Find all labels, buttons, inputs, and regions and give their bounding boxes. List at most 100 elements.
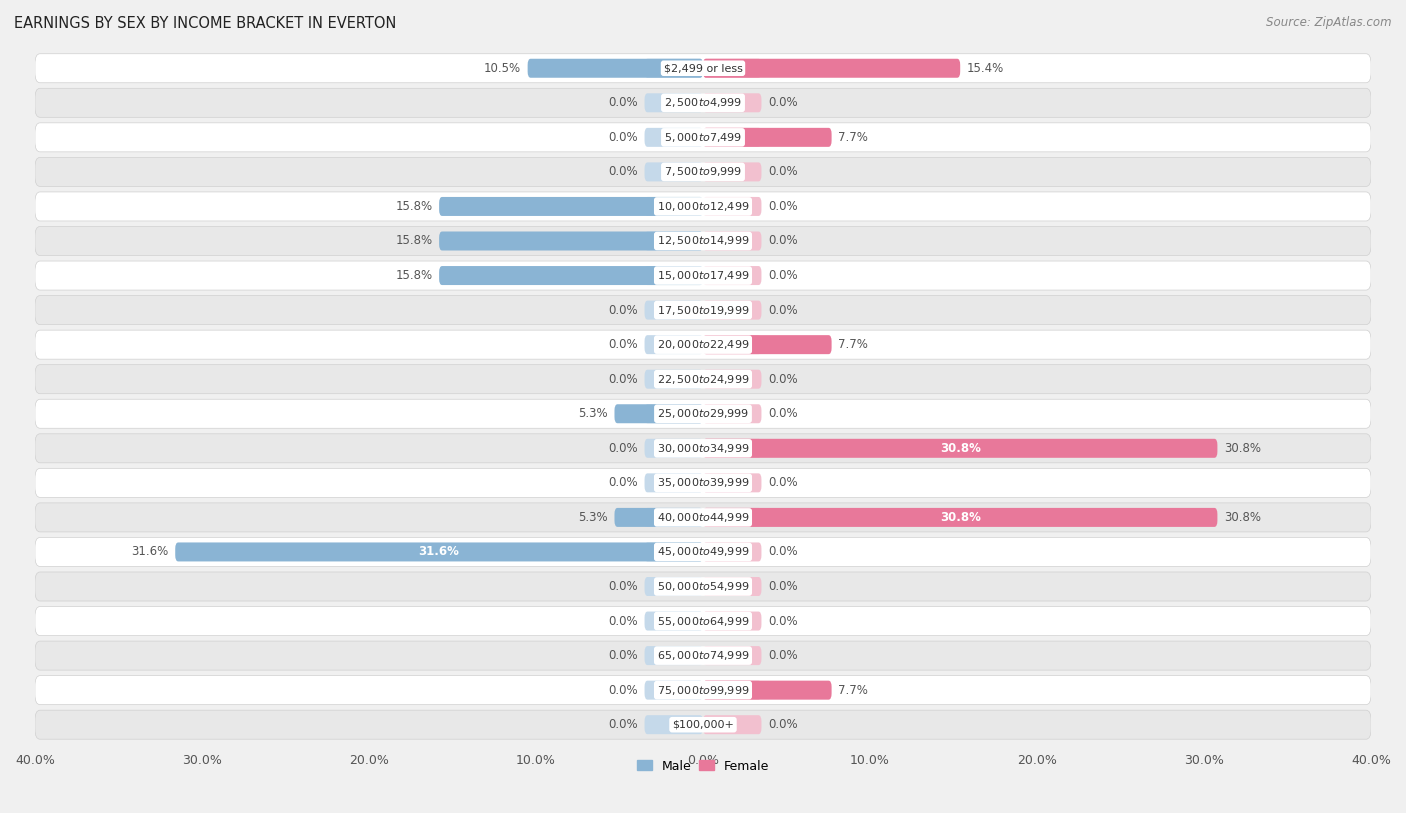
Text: 0.0%: 0.0% — [609, 303, 638, 316]
FancyBboxPatch shape — [644, 577, 703, 596]
FancyBboxPatch shape — [703, 93, 762, 112]
FancyBboxPatch shape — [703, 680, 831, 700]
FancyBboxPatch shape — [703, 59, 762, 78]
Text: 30.8%: 30.8% — [1225, 511, 1261, 524]
FancyBboxPatch shape — [644, 335, 703, 354]
FancyBboxPatch shape — [703, 646, 762, 665]
FancyBboxPatch shape — [703, 301, 762, 320]
Text: 30.8%: 30.8% — [939, 511, 980, 524]
Legend: Male, Female: Male, Female — [631, 754, 775, 777]
Text: 0.0%: 0.0% — [768, 96, 797, 109]
FancyBboxPatch shape — [35, 261, 1371, 290]
FancyBboxPatch shape — [703, 439, 1218, 458]
Text: 0.0%: 0.0% — [768, 546, 797, 559]
Text: 31.6%: 31.6% — [131, 546, 169, 559]
FancyBboxPatch shape — [703, 335, 762, 354]
Text: $75,000 to $99,999: $75,000 to $99,999 — [657, 684, 749, 697]
Text: $10,000 to $12,499: $10,000 to $12,499 — [657, 200, 749, 213]
FancyBboxPatch shape — [644, 439, 703, 458]
Text: $12,500 to $14,999: $12,500 to $14,999 — [657, 234, 749, 247]
FancyBboxPatch shape — [35, 641, 1371, 670]
Text: $30,000 to $34,999: $30,000 to $34,999 — [657, 441, 749, 454]
Text: $15,000 to $17,499: $15,000 to $17,499 — [657, 269, 749, 282]
FancyBboxPatch shape — [35, 89, 1371, 117]
FancyBboxPatch shape — [35, 227, 1371, 255]
Text: 0.0%: 0.0% — [609, 615, 638, 628]
Text: 0.0%: 0.0% — [768, 165, 797, 178]
FancyBboxPatch shape — [35, 399, 1371, 428]
FancyBboxPatch shape — [644, 232, 703, 250]
FancyBboxPatch shape — [644, 611, 703, 631]
Text: 7.7%: 7.7% — [838, 338, 868, 351]
Text: 0.0%: 0.0% — [609, 580, 638, 593]
Text: 0.0%: 0.0% — [768, 407, 797, 420]
Text: 0.0%: 0.0% — [609, 649, 638, 662]
Text: 7.7%: 7.7% — [838, 684, 868, 697]
FancyBboxPatch shape — [439, 232, 703, 250]
FancyBboxPatch shape — [644, 301, 703, 320]
FancyBboxPatch shape — [644, 542, 703, 562]
Text: 30.8%: 30.8% — [1225, 441, 1261, 454]
Text: $55,000 to $64,999: $55,000 to $64,999 — [657, 615, 749, 628]
Text: 0.0%: 0.0% — [768, 476, 797, 489]
Text: 10.5%: 10.5% — [484, 62, 522, 75]
FancyBboxPatch shape — [703, 232, 762, 250]
Text: $50,000 to $54,999: $50,000 to $54,999 — [657, 580, 749, 593]
FancyBboxPatch shape — [35, 123, 1371, 152]
Text: EARNINGS BY SEX BY INCOME BRACKET IN EVERTON: EARNINGS BY SEX BY INCOME BRACKET IN EVE… — [14, 16, 396, 31]
Text: 0.0%: 0.0% — [609, 441, 638, 454]
Text: $22,500 to $24,999: $22,500 to $24,999 — [657, 372, 749, 385]
FancyBboxPatch shape — [703, 508, 762, 527]
Text: 5.3%: 5.3% — [578, 511, 607, 524]
FancyBboxPatch shape — [703, 611, 762, 631]
FancyBboxPatch shape — [35, 54, 1371, 83]
FancyBboxPatch shape — [439, 197, 703, 216]
FancyBboxPatch shape — [644, 59, 703, 78]
Text: 31.6%: 31.6% — [419, 546, 460, 559]
Text: $2,499 or less: $2,499 or less — [664, 63, 742, 73]
FancyBboxPatch shape — [35, 468, 1371, 498]
FancyBboxPatch shape — [703, 404, 762, 424]
FancyBboxPatch shape — [644, 404, 703, 424]
FancyBboxPatch shape — [35, 158, 1371, 186]
Text: 0.0%: 0.0% — [768, 580, 797, 593]
Text: Source: ZipAtlas.com: Source: ZipAtlas.com — [1267, 16, 1392, 29]
Text: $7,500 to $9,999: $7,500 to $9,999 — [664, 165, 742, 178]
FancyBboxPatch shape — [703, 370, 762, 389]
FancyBboxPatch shape — [35, 330, 1371, 359]
Text: 0.0%: 0.0% — [609, 338, 638, 351]
Text: $17,500 to $19,999: $17,500 to $19,999 — [657, 303, 749, 316]
FancyBboxPatch shape — [614, 508, 703, 527]
FancyBboxPatch shape — [644, 508, 703, 527]
FancyBboxPatch shape — [644, 473, 703, 493]
FancyBboxPatch shape — [35, 192, 1371, 221]
FancyBboxPatch shape — [703, 680, 762, 700]
Text: 0.0%: 0.0% — [609, 476, 638, 489]
Text: 0.0%: 0.0% — [609, 718, 638, 731]
Text: 5.3%: 5.3% — [578, 407, 607, 420]
Text: $65,000 to $74,999: $65,000 to $74,999 — [657, 649, 749, 662]
Text: 15.8%: 15.8% — [395, 269, 433, 282]
Text: 7.7%: 7.7% — [838, 131, 868, 144]
FancyBboxPatch shape — [644, 370, 703, 389]
Text: 0.0%: 0.0% — [768, 649, 797, 662]
FancyBboxPatch shape — [703, 128, 831, 147]
FancyBboxPatch shape — [35, 365, 1371, 393]
FancyBboxPatch shape — [703, 508, 1218, 527]
FancyBboxPatch shape — [35, 711, 1371, 739]
Text: $35,000 to $39,999: $35,000 to $39,999 — [657, 476, 749, 489]
Text: 0.0%: 0.0% — [768, 234, 797, 247]
FancyBboxPatch shape — [644, 163, 703, 181]
FancyBboxPatch shape — [35, 676, 1371, 705]
Text: 15.8%: 15.8% — [395, 200, 433, 213]
FancyBboxPatch shape — [644, 715, 703, 734]
Text: $2,500 to $4,999: $2,500 to $4,999 — [664, 96, 742, 109]
Text: 0.0%: 0.0% — [768, 718, 797, 731]
FancyBboxPatch shape — [703, 473, 762, 493]
Text: 0.0%: 0.0% — [609, 131, 638, 144]
FancyBboxPatch shape — [703, 59, 960, 78]
FancyBboxPatch shape — [35, 537, 1371, 567]
FancyBboxPatch shape — [703, 577, 762, 596]
FancyBboxPatch shape — [527, 59, 703, 78]
FancyBboxPatch shape — [644, 197, 703, 216]
